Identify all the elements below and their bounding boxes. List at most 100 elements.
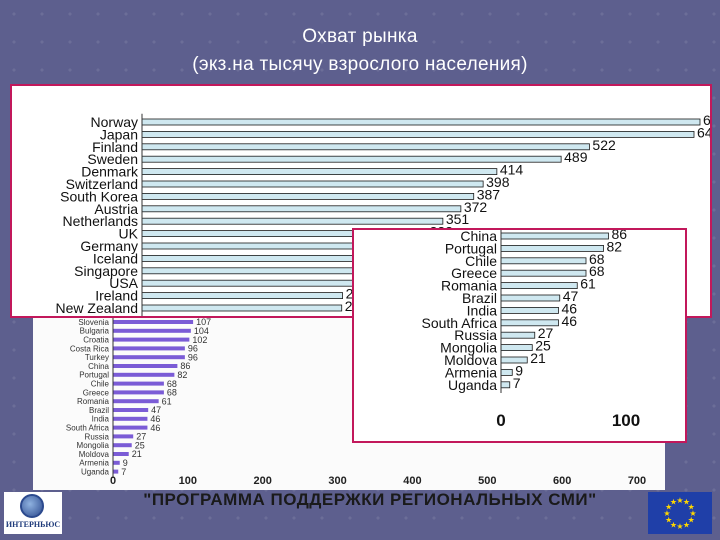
main-bar bbox=[141, 292, 343, 300]
main-category-label: UK bbox=[119, 226, 139, 242]
back-category-label: Romania bbox=[77, 397, 110, 406]
back-bar bbox=[113, 443, 132, 448]
back-bar bbox=[113, 425, 148, 430]
inset-bar bbox=[500, 356, 528, 364]
eu-star-icon: ★ bbox=[683, 520, 690, 529]
eu-star-icon: ★ bbox=[683, 498, 690, 507]
back-x-tick-label: 400 bbox=[403, 475, 421, 487]
back-value-label: 96 bbox=[188, 352, 198, 362]
back-category-label: Croatia bbox=[83, 335, 109, 344]
back-category-label: Slovenia bbox=[78, 318, 109, 327]
back-bar bbox=[113, 399, 159, 404]
main-value-label: 522 bbox=[592, 137, 616, 153]
main-category-label: Finland bbox=[92, 139, 138, 155]
back-category-label: India bbox=[92, 415, 110, 424]
inset-bar bbox=[500, 257, 587, 265]
back-category-label: Uganda bbox=[81, 467, 110, 476]
back-bar bbox=[113, 434, 134, 439]
main-bar bbox=[141, 193, 475, 200]
back-value-label: 104 bbox=[194, 326, 209, 336]
back-category-label: Mongolia bbox=[77, 441, 110, 450]
eu-star-icon: ★ bbox=[688, 516, 695, 525]
inset-category-label: Brazil bbox=[462, 290, 497, 306]
logo-text: ИНТЕРНЬЮС bbox=[5, 520, 61, 529]
inset-value-label: 27 bbox=[538, 325, 554, 341]
back-value-label: 82 bbox=[177, 370, 187, 380]
back-value-label: 107 bbox=[196, 317, 211, 327]
back-category-label: Costa Rica bbox=[70, 344, 110, 353]
inset-value-label: 7 bbox=[513, 375, 521, 391]
main-category-label: Denmark bbox=[81, 164, 139, 180]
main-value-label: 387 bbox=[477, 186, 501, 202]
back-bar bbox=[113, 328, 191, 333]
main-value-label: 398 bbox=[486, 174, 510, 190]
main-category-label: Japan bbox=[100, 126, 138, 142]
main-bar bbox=[141, 304, 343, 312]
main-category-label: USA bbox=[109, 275, 138, 291]
inset-bar bbox=[500, 307, 559, 314]
inset-category-label: India bbox=[467, 302, 498, 318]
back-value-label: 7 bbox=[121, 467, 126, 477]
main-category-label: Norway bbox=[91, 114, 138, 130]
inset-value-label: 46 bbox=[562, 313, 578, 329]
eu-star-icon: ★ bbox=[665, 503, 672, 512]
back-value-label: 47 bbox=[151, 405, 161, 415]
back-category-label: Moldova bbox=[79, 450, 110, 459]
inset-category-label: Mongolia bbox=[440, 340, 497, 356]
main-category-label: Sweden bbox=[87, 151, 138, 167]
back-bar bbox=[113, 320, 194, 324]
back-bar bbox=[113, 346, 185, 351]
back-category-label: Bulgaria bbox=[80, 327, 110, 336]
back-bar bbox=[113, 408, 149, 412]
main-category-label: Iceland bbox=[93, 250, 138, 266]
main-value-label: 372 bbox=[464, 199, 488, 215]
back-bar bbox=[113, 337, 190, 342]
main-bar bbox=[141, 168, 498, 175]
main-category-label: Ireland bbox=[95, 288, 138, 304]
eu-star-icon: ★ bbox=[676, 496, 683, 505]
eu-star-icon: ★ bbox=[689, 509, 696, 518]
inset-bar bbox=[500, 294, 561, 302]
main-category-label: Switzerland bbox=[66, 176, 138, 192]
back-category-label: Russia bbox=[85, 432, 110, 441]
back-x-tick-label: 300 bbox=[328, 475, 346, 487]
main-value-label: 644 bbox=[697, 124, 710, 140]
eu-star-icon: ★ bbox=[670, 520, 677, 529]
back-value-label: 86 bbox=[180, 361, 190, 371]
back-value-label: 46 bbox=[150, 414, 160, 424]
inset-value-label: 61 bbox=[580, 276, 596, 292]
back-bar bbox=[113, 452, 129, 456]
back-value-label: 96 bbox=[188, 344, 198, 354]
back-x-tick-label: 100 bbox=[179, 475, 197, 487]
back-value-label: 25 bbox=[135, 440, 145, 450]
inset-chart-panel: China 86 Portugal 82 Chile 68 Greece 68 Romania 6… bbox=[352, 226, 687, 443]
inset-value-label: 21 bbox=[530, 350, 546, 366]
slide-subtitle: (экз.на тысячу взрослого населения) bbox=[192, 54, 528, 75]
back-bar bbox=[113, 355, 185, 360]
back-category-label: China bbox=[88, 362, 109, 371]
main-bar bbox=[141, 143, 590, 151]
main-value-label: 414 bbox=[500, 162, 524, 178]
internews-globe-icon bbox=[20, 494, 44, 518]
inset-category-label: Moldova bbox=[444, 352, 497, 368]
back-category-label: Greece bbox=[83, 388, 110, 397]
eu-star-icon: ★ bbox=[670, 498, 677, 507]
inset-x-tick-label: 0 bbox=[496, 411, 505, 430]
back-value-label: 46 bbox=[150, 423, 160, 433]
back-bar bbox=[113, 364, 178, 368]
inset-bar bbox=[500, 331, 536, 339]
inset-bar bbox=[500, 381, 511, 389]
inset-value-label: 68 bbox=[589, 251, 605, 267]
back-x-tick-label: 200 bbox=[254, 475, 272, 487]
back-value-label: 68 bbox=[167, 379, 177, 389]
main-bar bbox=[141, 217, 444, 225]
eu-star-icon: ★ bbox=[688, 503, 695, 512]
main-category-label: Austria bbox=[94, 201, 138, 217]
back-value-label: 21 bbox=[132, 449, 142, 459]
back-value-label: 9 bbox=[123, 458, 128, 468]
eu-flag-icon: ★ ★ ★ ★ ★ ★ ★ ★ ★ ★ ★ ★ bbox=[648, 492, 712, 534]
inset-category-label: Armenia bbox=[445, 364, 497, 380]
inset-bar bbox=[500, 269, 587, 277]
inset-x-tick-label: 100 bbox=[612, 411, 640, 430]
main-value-label: 489 bbox=[564, 149, 588, 165]
